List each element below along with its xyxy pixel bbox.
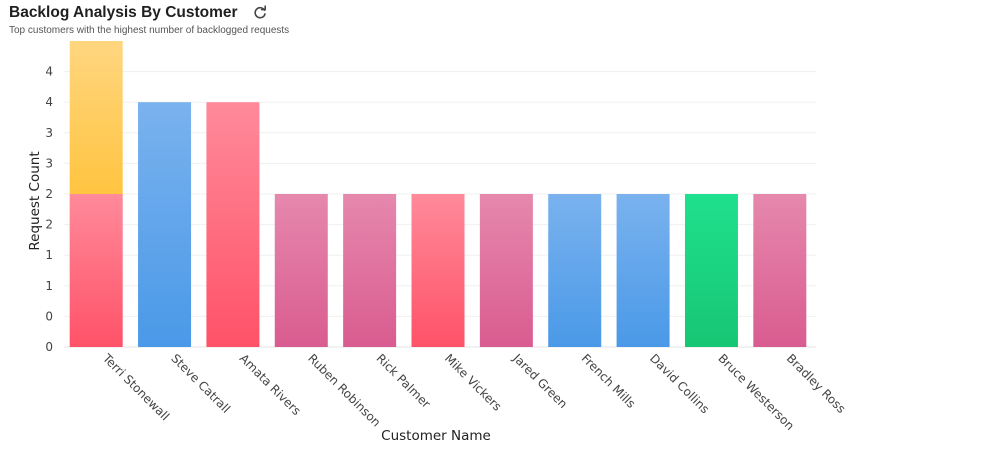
y-tick-label: 1: [45, 248, 53, 262]
bar-segment[interactable]: [548, 194, 602, 347]
y-axis-ticks: 0 0 1 1 2 2 3 3 4 4: [45, 65, 53, 354]
bar-segment[interactable]: [684, 194, 738, 347]
x-tick-label: David Collins: [647, 351, 712, 416]
bar-segment[interactable]: [616, 194, 670, 347]
y-tick-label: 1: [45, 279, 53, 293]
x-tick-label: French Mills: [579, 351, 639, 411]
chart-header: Backlog Analysis By Customer Top custome…: [9, 4, 289, 36]
bar-segment[interactable]: [138, 102, 192, 347]
bar-segment[interactable]: [479, 194, 533, 347]
bar-segment[interactable]: [206, 102, 260, 347]
y-tick-label: 4: [45, 95, 53, 109]
y-tick-label: 2: [45, 187, 53, 201]
bar-segment[interactable]: [274, 194, 328, 347]
y-tick-label: 4: [45, 65, 53, 79]
x-tick-label: Ruben Robinson: [305, 351, 383, 429]
bar-segment[interactable]: [753, 194, 807, 347]
chart-title: Backlog Analysis By Customer: [9, 4, 238, 21]
bars: [69, 41, 807, 347]
y-tick-label: 3: [45, 126, 53, 140]
bar-segment[interactable]: [411, 194, 465, 347]
y-tick-label: 0: [45, 340, 53, 354]
y-tick-label: 2: [45, 218, 53, 232]
x-axis-title: Customer Name: [381, 428, 491, 444]
y-tick-label: 0: [45, 309, 53, 323]
x-tick-label: Mike Vickers: [442, 351, 504, 413]
x-tick-label: Steve Catrall: [168, 351, 233, 416]
y-tick-label: 3: [45, 156, 53, 170]
y-axis-title: Request Count: [27, 151, 43, 250]
bar-segment[interactable]: [69, 194, 123, 347]
x-tick-label: Bruce Westerson: [715, 351, 797, 433]
x-tick-label: Amata Rivers: [237, 351, 304, 418]
x-tick-label: Jared Green: [510, 351, 571, 412]
x-tick-label: Rick Palmer: [374, 351, 434, 411]
bar-segment[interactable]: [343, 194, 397, 347]
x-tick-label: Bradley Ross: [784, 351, 849, 416]
refresh-icon[interactable]: [252, 5, 268, 21]
chart-subtitle: Top customers with the highest number of…: [9, 25, 290, 36]
bar-segment[interactable]: [69, 41, 123, 194]
x-tick-label: Terri Stonewall: [99, 351, 172, 424]
